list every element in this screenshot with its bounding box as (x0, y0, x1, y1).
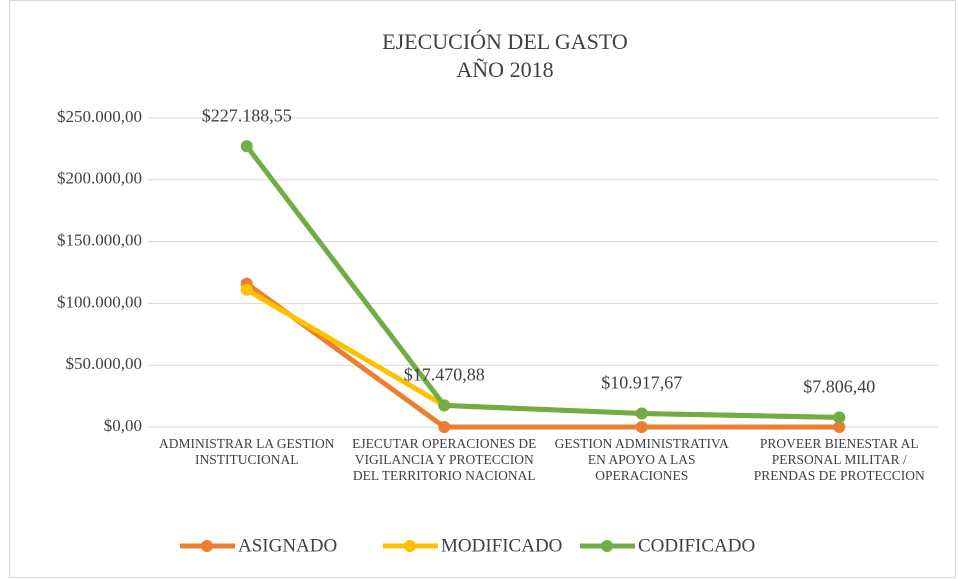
y-tick-label: $200.000,00 (57, 169, 142, 188)
chart-title: EJECUCIÓN DEL GASTO (382, 29, 628, 54)
point (438, 399, 451, 412)
legend-marker (601, 540, 613, 552)
legend-marker (201, 540, 213, 552)
x-tick-label: ADMINISTRAR LA GESTION INSTITUCIONAL (159, 436, 335, 467)
legend-label: MODIFICADO (441, 535, 562, 556)
x-tick-label: PROVEER BIENESTAR AL PERSONAL MILITAR / … (753, 436, 925, 483)
y-tick-label: $150.000,00 (57, 231, 142, 250)
y-tick-label: $0,00 (104, 416, 142, 435)
x-tick-label: GESTION ADMINISTRATIVA EN APOYO A LAS OP… (554, 436, 729, 483)
point (240, 283, 253, 296)
point (833, 421, 846, 433)
legend-marker (404, 540, 416, 552)
x-tick-label: EJECUTAR OPERACIONES DE VIGILANCIA Y PRO… (352, 436, 537, 483)
point (240, 140, 253, 153)
y-tick-label: $250.000,00 (57, 107, 142, 126)
y-tick-label: $100.000,00 (57, 292, 142, 311)
data-label: $7.806,40 (803, 376, 875, 396)
legend-label: ASIGNADO (238, 535, 337, 556)
data-label: $227.188,55 (202, 105, 292, 125)
chart-subtitle: AÑO 2018 (456, 57, 553, 82)
point (635, 407, 648, 420)
y-tick-label: $50.000,00 (66, 354, 143, 373)
data-label: $10.917,67 (601, 373, 682, 393)
legend-label: CODIFICADO (638, 535, 755, 556)
point (833, 411, 846, 424)
data-label: $17.470,88 (404, 365, 485, 385)
series-line (244, 144, 840, 420)
point (438, 421, 451, 433)
series-line (245, 281, 840, 430)
chart-border (9, 0, 956, 578)
point (635, 421, 648, 433)
